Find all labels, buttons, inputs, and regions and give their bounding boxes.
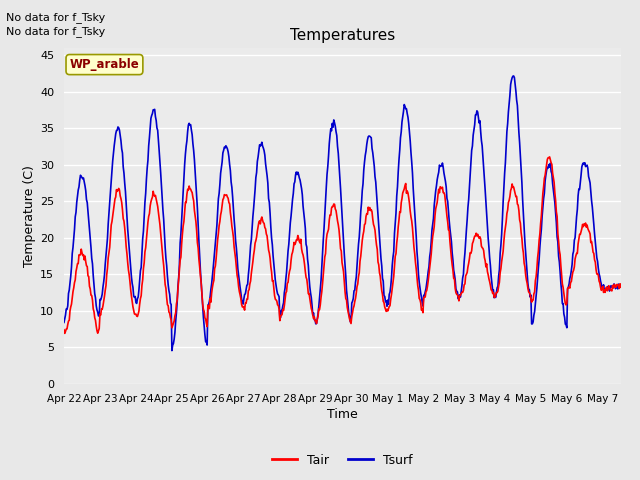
Title: Temperatures: Temperatures: [290, 28, 395, 43]
X-axis label: Time: Time: [327, 408, 358, 421]
Tsurf: [510, 73, 518, 79]
Text: WP_arable: WP_arable: [70, 58, 140, 71]
Tsurf: [168, 348, 176, 353]
Tsurf: [63, 306, 70, 312]
Tair: [298, 250, 306, 255]
Legend: Tair, Tsurf: Tair, Tsurf: [268, 449, 417, 472]
Tair: [60, 327, 68, 333]
Tsurf: [319, 237, 327, 243]
Line: Tair: Tair: [64, 157, 621, 334]
Tair: [139, 277, 147, 283]
Tsurf: [60, 320, 68, 325]
Tsurf: [138, 250, 146, 255]
Y-axis label: Temperature (C): Temperature (C): [23, 165, 36, 267]
Tair: [460, 282, 468, 288]
Tair: [617, 284, 625, 290]
Tair: [61, 331, 68, 336]
Line: Tsurf: Tsurf: [64, 76, 621, 350]
Tsurf: [298, 192, 306, 198]
Text: No data for f_Tsky: No data for f_Tsky: [6, 12, 106, 23]
Tair: [319, 272, 327, 277]
Text: No data for f_Tsky: No data for f_Tsky: [6, 26, 106, 37]
Tsurf: [460, 258, 468, 264]
Tsurf: [474, 109, 481, 115]
Tair: [63, 326, 71, 332]
Tair: [546, 154, 554, 160]
Tair: [474, 231, 481, 237]
Tsurf: [617, 282, 625, 288]
